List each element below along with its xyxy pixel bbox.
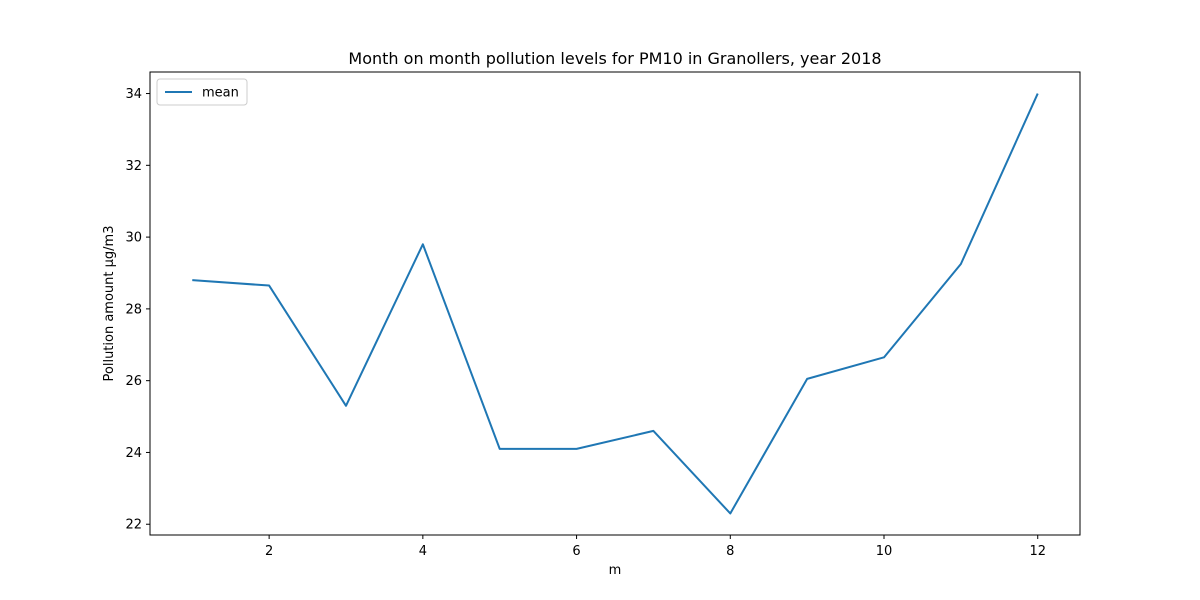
x-tick-label: 6 xyxy=(572,544,580,559)
data-point xyxy=(883,356,885,358)
y-tick-label: 26 xyxy=(125,374,142,389)
legend-label-mean: mean xyxy=(202,86,239,101)
y-tick-label: 30 xyxy=(125,231,142,246)
series-line-mean xyxy=(192,93,1039,515)
legend-box xyxy=(156,78,248,106)
x-tick-label: 12 xyxy=(1029,544,1046,559)
y-tick-label: 28 xyxy=(125,302,142,317)
data-point xyxy=(345,405,347,407)
x-axis-label: m xyxy=(609,563,622,578)
x-tick-label: 2 xyxy=(265,544,273,559)
y-tick-label: 32 xyxy=(125,159,142,174)
data-point xyxy=(268,285,270,287)
series-layer xyxy=(191,93,1039,515)
x-tick-label: 8 xyxy=(726,544,734,559)
data-point xyxy=(729,512,731,514)
data-point xyxy=(422,243,424,245)
y-tick-label: 22 xyxy=(125,518,142,533)
data-point xyxy=(960,263,962,265)
data-point xyxy=(499,448,501,450)
x-axis-ticks: 2 4 6 8 10 12 xyxy=(265,535,1046,559)
data-point xyxy=(1037,93,1039,95)
data-point xyxy=(576,448,578,450)
plot-area xyxy=(149,71,1081,536)
y-axis-label: Pollution amount µg/m3 xyxy=(102,226,117,382)
y-axis-ticks: 22 24 26 28 30 32 34 xyxy=(125,87,150,533)
data-point xyxy=(191,279,193,281)
data-point xyxy=(806,378,808,380)
x-tick-label: 4 xyxy=(419,544,427,559)
chart-title: Month on month pollution levels for PM10… xyxy=(348,49,881,68)
data-point xyxy=(652,430,654,432)
y-tick-label: 24 xyxy=(125,446,142,461)
y-tick-label: 34 xyxy=(125,87,142,102)
legend: mean xyxy=(156,78,248,106)
x-tick-label: 10 xyxy=(876,544,893,559)
